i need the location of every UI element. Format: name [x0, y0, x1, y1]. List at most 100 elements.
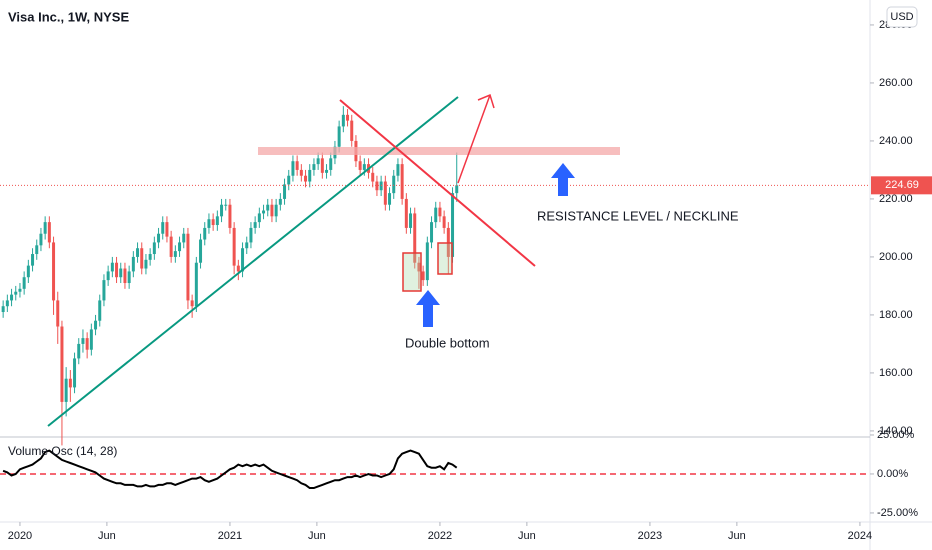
candle-body — [320, 158, 324, 173]
candle-body — [161, 222, 165, 234]
x-tick-label: Jun — [308, 530, 326, 542]
candle-body — [140, 248, 144, 269]
x-tick-label: Jun — [98, 530, 116, 542]
candle-body — [375, 181, 379, 191]
candle-body — [413, 213, 417, 263]
candle-body — [228, 204, 232, 228]
candle-body — [329, 158, 333, 170]
candle-body — [85, 338, 89, 350]
candle-body — [73, 358, 77, 388]
candle-body — [291, 161, 295, 176]
y-tick-label: 200.00 — [879, 251, 913, 263]
candle-body — [383, 181, 387, 205]
candle-body — [144, 259, 148, 269]
candle-body — [119, 268, 123, 278]
candle-body — [77, 343, 81, 359]
candle-body — [110, 262, 114, 272]
y-tick-label: 260.00 — [879, 77, 913, 89]
candle-body — [14, 291, 18, 295]
candle-body — [438, 207, 442, 217]
candle-body — [350, 120, 354, 141]
x-tick-label: 2020 — [8, 530, 32, 542]
candle-body — [148, 254, 152, 260]
candle-body — [173, 251, 177, 257]
y-tick-label: -25.00% — [877, 507, 918, 519]
annotation: Double bottom — [405, 335, 490, 350]
x-tick-label: 2022 — [428, 530, 452, 542]
candle-body — [455, 185, 459, 194]
candle-body — [236, 265, 240, 272]
y-tick-label: 160.00 — [879, 367, 913, 379]
candle-body — [136, 248, 140, 257]
candle-body — [346, 114, 350, 121]
candle-body — [442, 216, 446, 228]
candle-body — [215, 216, 219, 226]
candle-body — [224, 204, 228, 206]
projection-arrow — [457, 93, 495, 184]
candle-body — [68, 378, 72, 388]
candle-body — [22, 277, 26, 289]
candle-body — [60, 326, 64, 402]
candle-body — [39, 233, 43, 246]
chart-title: Visa Inc., 1W, NYSE — [8, 9, 129, 24]
candle-body — [35, 245, 39, 255]
candle-body — [186, 233, 190, 301]
candle-body — [127, 271, 131, 284]
candle-body — [182, 233, 186, 243]
candle-body — [203, 227, 207, 240]
candle-body — [123, 268, 127, 284]
candle-body — [98, 300, 102, 321]
x-tick-label: 2023 — [638, 530, 662, 542]
candle-body — [165, 222, 169, 237]
candle-body — [89, 329, 93, 350]
candle-body — [190, 300, 194, 307]
candle-body — [278, 198, 282, 205]
currency-label[interactable]: USD — [890, 11, 913, 23]
candle-body — [220, 204, 224, 217]
y-tick-label: 240.00 — [879, 135, 913, 147]
candle-body — [26, 265, 30, 278]
candle-body — [249, 227, 253, 243]
candle-body — [194, 262, 198, 307]
candle-body — [178, 242, 182, 252]
currency-button[interactable] — [886, 6, 918, 28]
candle-body — [169, 236, 173, 257]
candle-body — [316, 158, 320, 165]
blue-arrow — [416, 290, 440, 327]
candle-body — [396, 164, 400, 176]
bottom-box — [437, 242, 453, 275]
candle-body — [341, 114, 345, 127]
oscillator-line — [2, 449, 458, 489]
candle-body — [400, 164, 404, 199]
price-label: 224.69 — [885, 179, 919, 191]
candle-body — [5, 300, 9, 307]
candle-body — [47, 222, 51, 243]
candle-body — [241, 248, 245, 272]
candle-body — [404, 198, 408, 228]
candle-body — [115, 262, 119, 278]
candle-body — [106, 271, 110, 281]
candle-body — [232, 227, 236, 266]
y-tick-label: 180.00 — [879, 309, 913, 321]
y-tick-label: 25.00% — [877, 429, 915, 441]
y-tick-label: 0.00% — [877, 468, 908, 480]
candle-body — [207, 219, 211, 228]
candle-body — [304, 175, 308, 182]
candle-body — [417, 262, 421, 272]
x-tick-label: Jun — [728, 530, 746, 542]
candle-body — [10, 294, 14, 301]
candle-body — [325, 169, 329, 173]
candle-body — [430, 222, 434, 243]
blue-arrow — [551, 163, 575, 196]
candle-body — [274, 204, 278, 217]
candle-body — [337, 126, 341, 147]
candle-body — [102, 280, 106, 301]
candle-body — [287, 175, 291, 185]
price-label-box — [871, 176, 932, 195]
candle-body — [362, 164, 366, 170]
candle-body — [388, 193, 392, 205]
x-tick-label: 2021 — [218, 530, 242, 542]
candle-body — [253, 222, 257, 228]
